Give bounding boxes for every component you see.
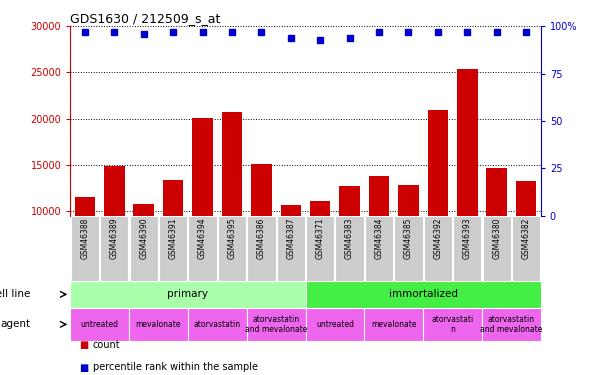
Text: GSM46388: GSM46388	[81, 217, 89, 259]
Bar	[70, 308, 129, 341]
Bar	[423, 216, 452, 281]
Bar	[188, 216, 217, 281]
Bar	[247, 216, 276, 281]
Text: GSM46394: GSM46394	[198, 217, 207, 259]
Bar	[516, 180, 536, 303]
Bar	[75, 197, 95, 303]
Bar	[339, 186, 360, 303]
Text: GSM46390: GSM46390	[139, 217, 148, 259]
Text: cell line: cell line	[0, 290, 31, 299]
Bar	[247, 308, 306, 341]
Bar	[129, 308, 188, 341]
Text: agent: agent	[1, 320, 31, 329]
Bar	[104, 166, 125, 303]
Text: percentile rank within the sample: percentile rank within the sample	[93, 363, 258, 372]
Bar	[486, 168, 507, 303]
Text: GSM46386: GSM46386	[257, 217, 266, 259]
Bar	[365, 216, 393, 281]
Bar	[100, 216, 128, 281]
Bar	[364, 308, 423, 341]
Text: atorvastatin
and mevalonate: atorvastatin and mevalonate	[245, 315, 307, 334]
Bar	[192, 118, 213, 303]
Bar	[512, 216, 540, 281]
Text: untreated: untreated	[316, 320, 354, 329]
Text: atorvastatin: atorvastatin	[194, 320, 241, 329]
Bar	[428, 110, 448, 303]
Text: GDS1630 / 212509_s_at: GDS1630 / 212509_s_at	[70, 12, 221, 25]
Text: GSM46393: GSM46393	[463, 217, 472, 259]
Bar	[70, 281, 306, 308]
Text: GSM46383: GSM46383	[345, 217, 354, 259]
Text: GSM46389: GSM46389	[110, 217, 119, 259]
Text: atorvastati
n: atorvastati n	[431, 315, 474, 334]
Text: immortalized: immortalized	[389, 290, 458, 299]
Text: GSM46380: GSM46380	[492, 217, 501, 259]
Text: GSM46392: GSM46392	[433, 217, 442, 259]
Text: GSM46382: GSM46382	[522, 217, 530, 259]
Bar	[368, 176, 389, 303]
Bar	[251, 164, 272, 303]
Bar	[277, 216, 305, 281]
Bar	[188, 308, 247, 341]
Text: atorvastatin
and mevalonate: atorvastatin and mevalonate	[480, 315, 543, 334]
Bar	[133, 204, 154, 303]
Text: ■: ■	[79, 363, 89, 372]
Bar	[398, 185, 419, 303]
Text: GSM46371: GSM46371	[316, 217, 324, 259]
Bar	[306, 216, 334, 281]
Text: untreated: untreated	[81, 320, 119, 329]
Bar	[159, 216, 188, 281]
Text: mevalonate: mevalonate	[371, 320, 417, 329]
Text: ■: ■	[79, 340, 89, 350]
Bar	[222, 112, 243, 303]
Bar	[163, 180, 183, 303]
Bar	[483, 216, 511, 281]
Text: GSM46395: GSM46395	[227, 217, 236, 259]
Bar	[280, 206, 301, 303]
Text: GSM46391: GSM46391	[169, 217, 178, 259]
Text: primary: primary	[167, 290, 208, 299]
Text: GSM46384: GSM46384	[375, 217, 384, 259]
Text: mevalonate: mevalonate	[136, 320, 181, 329]
Bar	[453, 216, 481, 281]
Bar	[71, 216, 99, 281]
Bar	[306, 308, 364, 341]
Bar	[394, 216, 423, 281]
Text: GSM46385: GSM46385	[404, 217, 413, 259]
Bar	[423, 308, 482, 341]
Text: count: count	[93, 340, 120, 350]
Bar	[218, 216, 246, 281]
Bar	[130, 216, 158, 281]
Bar	[482, 308, 541, 341]
Bar	[306, 281, 541, 308]
Bar	[335, 216, 364, 281]
Text: GSM46387: GSM46387	[287, 217, 295, 259]
Bar	[457, 69, 478, 303]
Bar	[310, 201, 331, 303]
